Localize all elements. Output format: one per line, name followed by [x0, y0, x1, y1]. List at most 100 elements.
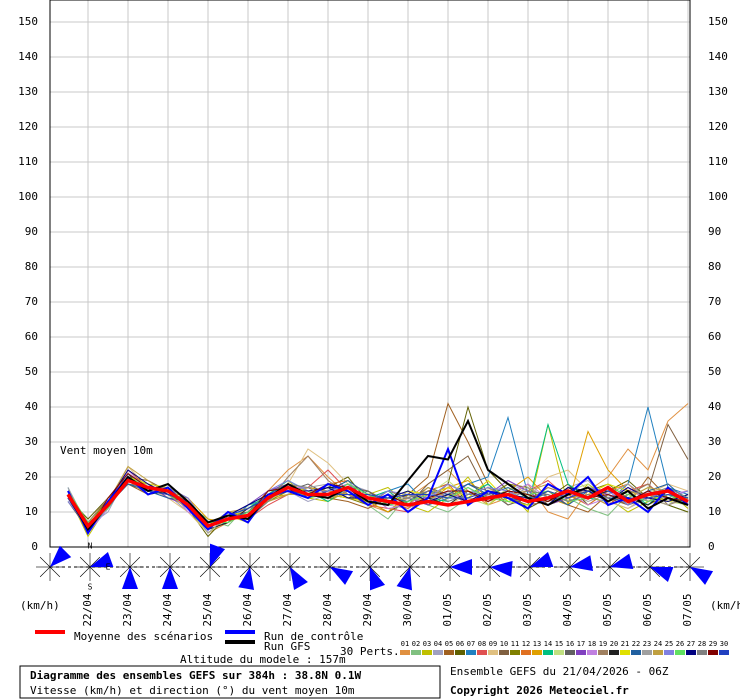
x-tick-label: 26/04 [241, 593, 254, 626]
legend-label: 20 [610, 640, 618, 648]
wind-spoke [199, 566, 211, 578]
wind-arrow [396, 567, 413, 591]
y-tick-label-right: 40 [708, 400, 721, 413]
wind-spoke [399, 566, 411, 578]
wind-spoke [479, 556, 491, 568]
legend-swatch [642, 650, 652, 655]
legend-label: Run GFS [264, 640, 310, 653]
y-tick-label: 50 [25, 365, 38, 378]
x-tick-label: 02/05 [481, 593, 494, 626]
legend-swatch [675, 650, 685, 655]
x-tick-label: 27/04 [281, 593, 294, 626]
perts-label: 30 Perts. [340, 645, 400, 658]
y-tick-label-right: 80 [708, 260, 721, 273]
series-line [67, 405, 689, 538]
wind-spoke [559, 566, 571, 578]
wind-spoke [49, 566, 61, 578]
wind-arrow [210, 543, 226, 567]
wind-spoke [489, 566, 501, 578]
legend-swatch [543, 650, 553, 655]
compass-e: E [106, 563, 111, 572]
legend-swatch [400, 650, 410, 655]
legend-swatch [719, 650, 729, 655]
compass-n: N [88, 542, 93, 551]
legend-label: 26 [676, 640, 684, 648]
x-tick-label: 30/04 [401, 593, 414, 626]
wind-spoke [489, 556, 501, 568]
legend-swatch [664, 650, 674, 655]
y-tick-label-right: 130 [708, 85, 728, 98]
legend-label: 14 [544, 640, 552, 648]
y-tick-label: 100 [18, 190, 38, 203]
legend-swatch [686, 650, 696, 655]
legend-swatch [620, 650, 630, 655]
y-tick-label: 90 [25, 225, 38, 238]
wind-spoke [409, 566, 421, 578]
y-tick-label-right: 110 [708, 155, 728, 168]
wind-spoke [239, 566, 251, 578]
legend-label: 10 [500, 640, 508, 648]
series-line [66, 478, 689, 529]
wind-spoke [479, 566, 491, 578]
y-tick-label: 150 [18, 15, 38, 28]
plot-frame [49, 0, 691, 548]
legend-label: 12 [522, 640, 530, 648]
wind-spoke [609, 556, 621, 568]
wind-spoke [89, 566, 101, 578]
y-tick-label-right: 10 [708, 505, 721, 518]
x-tick-label: 01/05 [441, 593, 454, 626]
y-tick-label: 120 [18, 120, 38, 133]
wind-spoke [159, 566, 171, 578]
legend-label: 06 [456, 640, 464, 648]
legend-label: 01 [401, 640, 409, 648]
legend-label: 23 [643, 640, 651, 648]
wind-spoke [399, 556, 411, 568]
x-tick-label: 22/04 [81, 593, 94, 626]
y-tick-label: 20 [25, 470, 38, 483]
legend-swatch [455, 650, 465, 655]
legend-label: 29 [709, 640, 717, 648]
legend-swatch [631, 650, 641, 655]
y-tick-label: 0 [31, 540, 38, 553]
wind-spoke [369, 566, 381, 578]
wind-spoke [679, 556, 691, 568]
wind-arrow [610, 553, 634, 570]
legend-label: 24 [654, 640, 662, 648]
legend-label: 17 [577, 640, 585, 648]
wind-spoke [169, 566, 181, 578]
legend-label: 03 [423, 640, 431, 648]
copyright: Copyright 2026 Meteociel.fr [450, 684, 629, 697]
legend-swatch [598, 650, 608, 655]
legend-label: 07 [467, 640, 475, 648]
y-tick-label: 80 [25, 260, 38, 273]
wind-spoke [439, 566, 451, 578]
legend-swatch [609, 650, 619, 655]
x-tick-label: 04/05 [561, 593, 574, 626]
y-tick-label-right: 140 [708, 50, 728, 63]
y-tick-label: 70 [25, 295, 38, 308]
wind-spoke [209, 566, 221, 578]
wind-spoke [449, 556, 461, 568]
legend-label: 16 [566, 640, 574, 648]
legend-label: 30 [720, 640, 728, 648]
y-tick-label: 140 [18, 50, 38, 63]
y-tick-label: 110 [18, 155, 38, 168]
wind-spoke [39, 556, 51, 568]
title-box [19, 665, 441, 699]
wind-arrow [650, 567, 674, 583]
y-tick-label-right: 120 [708, 120, 728, 133]
y-tick-label-right: 30 [708, 435, 721, 448]
y-tick-label-right: 150 [708, 15, 728, 28]
wind-spoke [529, 566, 541, 578]
x-tick-label: 29/04 [361, 593, 374, 626]
grid [50, 0, 690, 548]
legend-label: 08 [478, 640, 486, 648]
wind-spoke [569, 566, 581, 578]
legend-swatch [576, 650, 586, 655]
y-tick-label-right: 60 [708, 330, 721, 343]
x-tick-label: 23/04 [121, 593, 134, 626]
wind-spoke [519, 556, 531, 568]
wind-spoke [329, 556, 341, 568]
legend-swatch [521, 650, 531, 655]
